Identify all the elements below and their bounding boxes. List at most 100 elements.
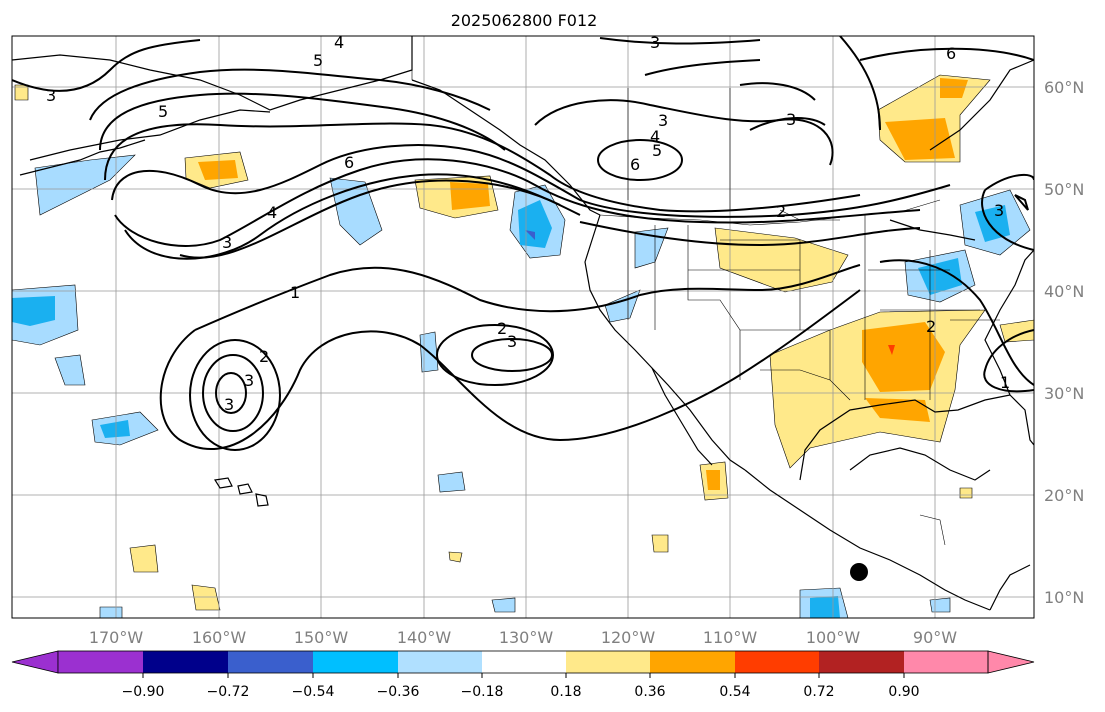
map-title: 2025062800 F012 <box>451 11 598 30</box>
pos-anomaly-core <box>198 160 238 180</box>
contour-label: 3 <box>244 371 254 390</box>
contour-label: 4 <box>267 203 277 222</box>
lon-label: 130°W <box>499 628 554 647</box>
lon-label: 120°W <box>601 628 656 647</box>
neg-anomaly-core <box>518 200 552 248</box>
lat-label: 10°N <box>1044 588 1084 607</box>
height-contours <box>12 36 1034 451</box>
lon-label: 140°W <box>397 628 452 647</box>
pos-anomaly-patch <box>651 534 669 553</box>
contour-label: 2 <box>497 319 507 338</box>
contour-label: 1 <box>290 283 300 302</box>
colorbar-tick-label: 0.18 <box>550 684 581 700</box>
lon-label: 160°W <box>192 628 247 647</box>
colorbar-tick-label: −0.90 <box>122 684 165 700</box>
pos-anomaly-core <box>862 322 945 392</box>
colorbar-tick-label: −0.36 <box>377 684 420 700</box>
pos-anomaly-core <box>706 470 720 490</box>
contour-labels: 4 5 5 3 3 6 4 3 1 2 3 3 2 2 3 3 4 5 6 3 … <box>46 33 1010 414</box>
lat-label: 30°N <box>1044 384 1084 403</box>
colorbar-tick-label: −0.18 <box>461 684 504 700</box>
graticule <box>12 36 1034 618</box>
lat-label: 20°N <box>1044 486 1084 505</box>
pos-anomaly-patch <box>191 584 221 611</box>
longitude-labels: 170°W 160°W 150°W 140°W 130°W 120°W 110°… <box>89 628 957 647</box>
colorbar-under-triangle <box>11 650 59 674</box>
contour-label: 3 <box>507 332 517 351</box>
colorbar-tick-label: −0.72 <box>207 684 250 700</box>
contour-label: 6 <box>946 44 956 63</box>
contour-label: 6 <box>630 155 640 174</box>
neg-anomaly-core <box>810 596 840 618</box>
pos-anomaly-patch <box>999 319 1034 343</box>
contour-label: 2 <box>259 347 269 366</box>
shaded-anomalies <box>12 74 1034 618</box>
lon-label: 90°W <box>913 628 957 647</box>
neg-anomaly-patch <box>329 177 383 246</box>
contour-label: 3 <box>994 201 1004 220</box>
contour-label: 3 <box>658 111 668 130</box>
pos-anomaly-patch <box>129 544 159 573</box>
contour-label: 5 <box>652 141 662 160</box>
colorbar-bin <box>58 651 143 673</box>
colorbar-tick-label: 0.90 <box>888 684 919 700</box>
contour-label: 5 <box>158 102 168 121</box>
colorbar-ticks: −0.90 −0.72 −0.54 −0.36 −0.18 0.18 0.36 0.54 0.7… <box>122 673 920 700</box>
lon-label: 100°W <box>806 628 861 647</box>
neg-anomaly-patch <box>34 154 136 216</box>
colorbar-bin <box>228 651 313 673</box>
colorbar-outline <box>57 650 989 674</box>
political-borders <box>411 36 1000 546</box>
pos-anomaly-core <box>885 118 955 160</box>
contour-label: 3 <box>786 110 796 129</box>
lon-label: 170°W <box>89 628 144 647</box>
location-marker <box>850 563 868 581</box>
contour-label: 2 <box>776 202 786 221</box>
contour-label: 4 <box>650 127 660 146</box>
contour-label: 6 <box>344 153 354 172</box>
map-frame <box>11 35 1035 619</box>
neg-anomaly-core <box>12 296 55 326</box>
colorbar-bin <box>904 651 988 673</box>
colorbar-tick-label: 0.36 <box>634 684 665 700</box>
colorbar-bin <box>313 651 398 673</box>
neg-anomaly-core <box>918 258 962 295</box>
contour-label: 2 <box>926 317 936 336</box>
colorbar-bins <box>58 651 988 673</box>
pos-anomaly-core <box>940 78 968 98</box>
neg-anomaly-patch <box>54 354 86 386</box>
pos-anomaly-core <box>450 182 490 210</box>
colorbar-over-triangle <box>987 650 1035 674</box>
latitude-labels: 60°N 50°N 40°N 30°N 20°N 10°N <box>1044 78 1084 607</box>
lon-label: 150°W <box>294 628 349 647</box>
colorbar-tick-label: 0.54 <box>719 684 750 700</box>
pos-anomaly-patch <box>448 551 463 563</box>
colorbar-bin <box>482 651 566 673</box>
neg-anomaly-patch <box>929 597 951 613</box>
neg-anomaly-patch <box>437 471 466 493</box>
lon-label: 110°W <box>703 628 758 647</box>
colorbar-bin <box>650 651 735 673</box>
neg-anomaly-patch <box>491 597 516 613</box>
colorbar-bin <box>398 651 482 673</box>
colorbar-bin <box>143 651 228 673</box>
neg-anomaly-core <box>525 230 535 240</box>
colorbar-tick-label: 0.72 <box>803 684 834 700</box>
colorbar-tick-label: −0.54 <box>292 684 335 700</box>
pos-anomaly-core <box>865 398 930 422</box>
contour-label: 5 <box>313 51 323 70</box>
pos-anomaly-core <box>888 345 895 355</box>
colorbar-bin <box>735 651 819 673</box>
contour-label: 3 <box>650 33 660 52</box>
contour-label: 1 <box>1000 373 1010 392</box>
lat-label: 40°N <box>1044 282 1084 301</box>
lat-label: 50°N <box>1044 180 1084 199</box>
lat-label: 60°N <box>1044 78 1084 97</box>
contour-label: 3 <box>222 233 232 252</box>
colorbar-bin <box>819 651 904 673</box>
neg-anomaly-patch <box>99 606 123 618</box>
contour-label: 4 <box>334 33 344 52</box>
contour-label: 3 <box>224 395 234 414</box>
pos-anomaly-patch <box>959 487 973 499</box>
